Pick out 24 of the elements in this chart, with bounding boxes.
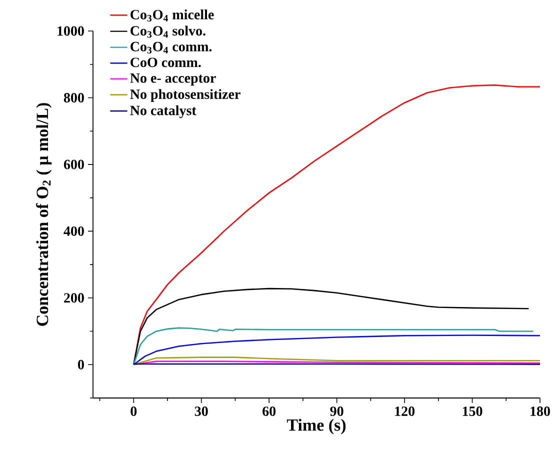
legend-label: No e- acceptor (130, 73, 216, 86)
x-tick-label: 0 (130, 406, 137, 416)
x-tick-label: 180 (530, 406, 550, 416)
y-tick-label: 600 (64, 160, 84, 170)
legend-label: No photosensitizer (130, 89, 240, 102)
y-tick-label: 400 (64, 226, 84, 236)
x-tick-label: 90 (330, 406, 344, 416)
legend-label: Co$_{3}$O$_{4}$ micelle (130, 10, 214, 22)
line-series (132, 356, 541, 366)
legend-label: Co$_{3}$O$_{4}$ solvo. (130, 26, 206, 38)
legend-label: Co$_{3}$O$_{4}$ comm. (130, 42, 212, 54)
y-tick-label: 200 (64, 293, 84, 303)
line-series (132, 334, 541, 366)
legend-label: CoO comm. (130, 58, 201, 68)
x-tick-label: 60 (262, 406, 276, 416)
y-axis-title: Concentration of O$_{2}$ ( μ mol/L) (36, 103, 52, 326)
x-tick-label: 30 (194, 406, 208, 416)
x-tick-label: 150 (462, 406, 482, 416)
x-tick-label: 120 (395, 406, 415, 416)
legend-label: No catalyst (130, 105, 196, 118)
y-tick-label: 800 (64, 93, 84, 102)
y-tick-label: 0 (78, 360, 84, 370)
y-tick-label: 1000 (58, 26, 84, 36)
x-axis-title: Time (s) (286, 418, 346, 434)
